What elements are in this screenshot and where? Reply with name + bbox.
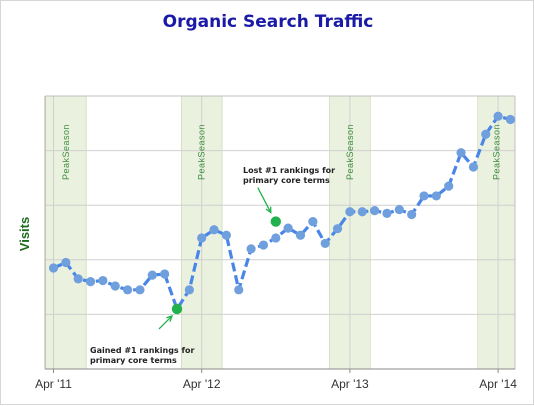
data-point bbox=[110, 281, 120, 291]
data-point bbox=[320, 238, 330, 249]
chart-title: Organic Search Traffic bbox=[163, 12, 374, 32]
x-tick-label: Apr '11 bbox=[35, 377, 72, 391]
gained-annotation-text: Gained #1 rankings for bbox=[90, 346, 194, 355]
data-point bbox=[61, 257, 71, 268]
data-point bbox=[345, 207, 355, 217]
data-point bbox=[444, 181, 454, 191]
data-point bbox=[456, 148, 466, 158]
x-tick-label: Apr '14 bbox=[479, 377, 517, 391]
data-point bbox=[481, 129, 491, 139]
data-point bbox=[505, 114, 516, 125]
data-point bbox=[419, 191, 429, 201]
data-point bbox=[493, 111, 503, 121]
gained-annotation-text: primary core terms bbox=[90, 356, 177, 365]
data-point bbox=[258, 240, 269, 250]
peak-season-label: PeakSeason bbox=[61, 124, 71, 180]
highlight-point bbox=[171, 303, 183, 315]
peak-season-label: PeakSeason bbox=[197, 124, 207, 180]
data-point bbox=[48, 263, 59, 273]
peak-season-label: PeakSeason bbox=[491, 124, 501, 180]
data-point bbox=[221, 230, 231, 240]
visits-series-line bbox=[52, 114, 511, 311]
data-point bbox=[407, 209, 417, 220]
data-point bbox=[184, 285, 194, 295]
peak-season-band bbox=[45, 95, 87, 370]
highlight-point bbox=[270, 216, 281, 227]
data-point bbox=[85, 277, 96, 287]
data-point bbox=[147, 270, 157, 280]
data-point bbox=[394, 204, 404, 215]
data-point bbox=[283, 223, 293, 233]
data-point bbox=[73, 274, 83, 284]
gained-annotation-arrow-head bbox=[166, 314, 174, 322]
data-point bbox=[295, 230, 306, 240]
data-point bbox=[197, 233, 207, 243]
y-axis-label: Visits bbox=[17, 217, 32, 251]
data-point bbox=[209, 225, 219, 235]
data-point bbox=[135, 285, 145, 295]
lost-annotation-text: Lost #1 rankings for bbox=[243, 166, 335, 175]
x-tick-label: Apr '12 bbox=[183, 377, 221, 391]
data-point bbox=[431, 191, 441, 201]
gained-annotation-arrow bbox=[158, 315, 173, 330]
data-point bbox=[357, 207, 367, 217]
data-point bbox=[234, 285, 244, 295]
lost-annotation-arrow bbox=[257, 187, 272, 213]
data-point bbox=[98, 275, 108, 286]
data-point bbox=[332, 224, 343, 234]
peak-season-label: PeakSeason bbox=[345, 124, 355, 180]
x-tick-label: Apr '13 bbox=[331, 377, 369, 391]
data-point bbox=[123, 285, 133, 295]
data-point bbox=[382, 208, 392, 218]
data-point bbox=[370, 206, 380, 216]
lost-annotation-arrow-head bbox=[265, 206, 272, 214]
data-point bbox=[160, 269, 170, 279]
data-point bbox=[468, 162, 478, 172]
data-point bbox=[308, 216, 318, 227]
data-point bbox=[271, 233, 281, 243]
data-point bbox=[246, 244, 256, 254]
lost-annotation-text: primary core terms bbox=[243, 176, 330, 185]
